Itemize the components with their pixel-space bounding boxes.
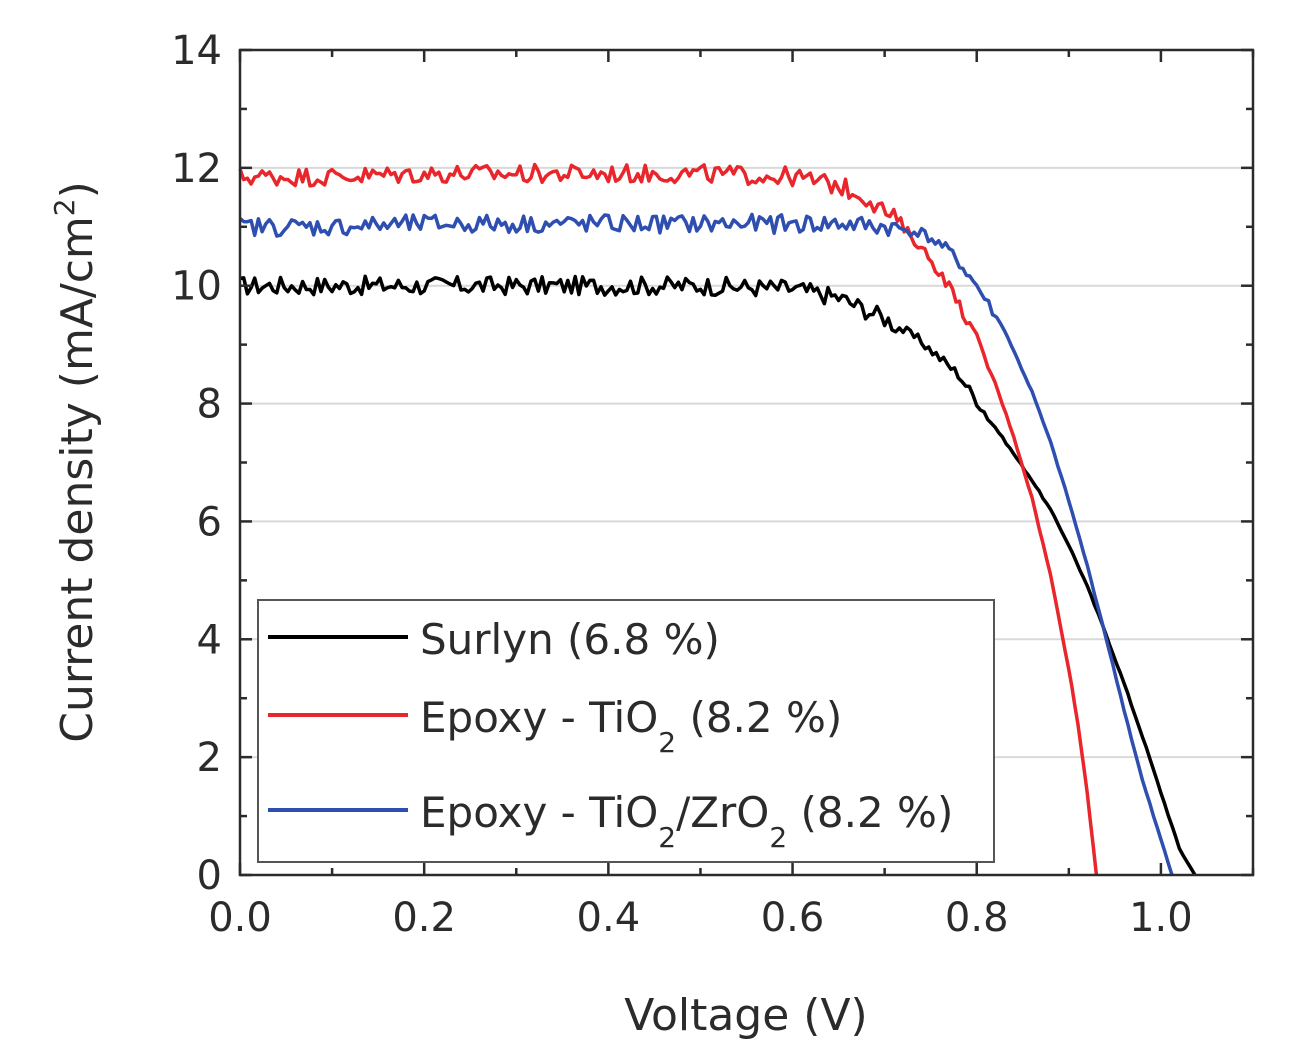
legend: Surlyn (6.8 %) Epoxy - TiO2 (8.2 %) Epox… [257, 599, 995, 863]
legend-label-epoxy-tio2: Epoxy - TiO2 (8.2 %) [420, 693, 842, 759]
legend-label-surlyn: Surlyn (6.8 %) [420, 615, 720, 664]
y-tick-label-4: 8 [197, 382, 222, 428]
x-tick-label-1: 0.2 [392, 895, 456, 941]
y-tick-label-5: 10 [171, 264, 222, 310]
series-lines [238, 162, 1197, 876]
tick-labels: 0 2 4 6 8 10 12 14 0.0 0.2 0.4 0.6 0.8 1.0 [171, 28, 1193, 941]
y-tick-label-1: 2 [197, 735, 222, 781]
y-tick-label-6: 12 [171, 146, 222, 192]
legend-label-epoxy-tio2-zro2: Epoxy - TiO2/ZrO2 (8.2 %) [420, 788, 953, 854]
x-tick-label-3: 0.6 [761, 895, 825, 941]
y-tick-label-7: 14 [171, 28, 222, 74]
y-tick-label-2: 4 [197, 617, 222, 663]
x-tick-label-4: 0.8 [945, 895, 1009, 941]
y-axis-title: Current density (mA/cm2) [48, 181, 103, 743]
series-line-0 [239, 274, 1197, 876]
x-tick-label-5: 1.0 [1129, 895, 1193, 941]
series-line-1 [238, 162, 1099, 876]
y-tick-label-3: 6 [197, 499, 222, 545]
x-tick-label-2: 0.4 [577, 895, 641, 941]
series-line-2 [238, 212, 1174, 876]
legend-box [257, 599, 995, 863]
axis-ticks [238, 48, 1255, 877]
y-tick-label-0: 0 [197, 853, 222, 899]
x-tick-label-0: 0.0 [208, 895, 272, 941]
x-axis-title: Voltage (V) [624, 990, 867, 1041]
